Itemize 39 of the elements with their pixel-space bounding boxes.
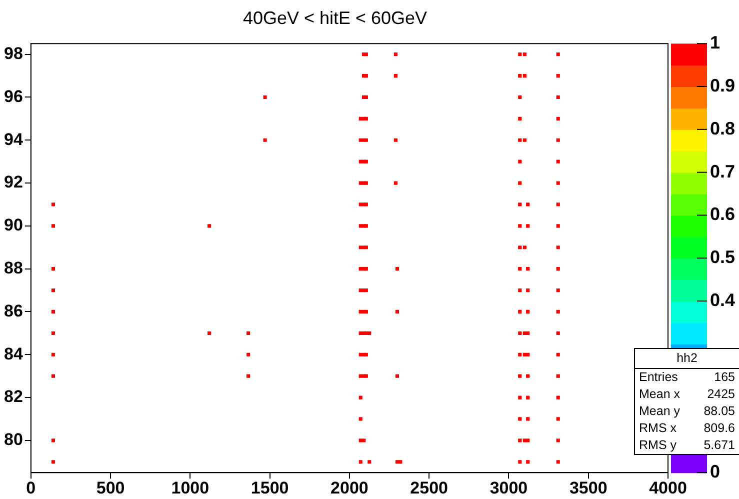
y-tick-label: 96 (4, 86, 23, 106)
color-bar-label: 0.9 (710, 75, 736, 96)
y-tick-label: 84 (4, 344, 24, 364)
text: 809.6 (704, 420, 735, 437)
annotation: RMS y (639, 437, 676, 454)
x-tick-label: 3000 (490, 478, 528, 498)
color-bar-label: 0.4 (710, 290, 736, 310)
y-tick-label: 82 (4, 387, 23, 406)
x-tick-label: 2500 (410, 478, 448, 498)
x-tick-label: 0 (26, 478, 36, 498)
color-bar-label: 0 (710, 462, 720, 482)
color-bar-label: 0.6 (710, 204, 736, 224)
y-tick-label: 86 (4, 301, 23, 320)
annotation: Mean x (639, 386, 680, 403)
chart-title: 40GeV < hitE < 60GeV (242, 8, 428, 28)
x-tick-label: 3500 (569, 478, 608, 498)
text: 165 (714, 369, 735, 386)
y-tick-label: 90 (4, 216, 23, 235)
text: hh2 (635, 349, 739, 369)
x-tick-label: 1000 (171, 478, 210, 498)
y-tick-label: 92 (4, 172, 23, 192)
text: 5.671 (704, 437, 735, 454)
annotation: Entries (639, 369, 678, 386)
x-tick-label: 4000 (649, 478, 687, 498)
x-tick-label: 500 (96, 478, 125, 498)
annotation: Mean y (639, 403, 680, 420)
annotation: RMS x (639, 420, 676, 437)
color-bar-label: 0.8 (710, 118, 736, 138)
y-tick-label: 80 (4, 430, 23, 450)
y-tick-label: 98 (4, 44, 23, 64)
text: 88.05 (704, 403, 735, 420)
x-tick-label: 2000 (330, 478, 368, 498)
x-tick-label: 1500 (250, 478, 289, 498)
color-bar-label: 1 (710, 32, 720, 53)
color-bar-label: 0.7 (710, 161, 736, 182)
color-bar-label: 0.5 (710, 247, 736, 268)
text: 2425 (707, 386, 735, 403)
y-tick-label: 88 (4, 258, 23, 278)
y-tick-label: 94 (4, 130, 24, 149)
